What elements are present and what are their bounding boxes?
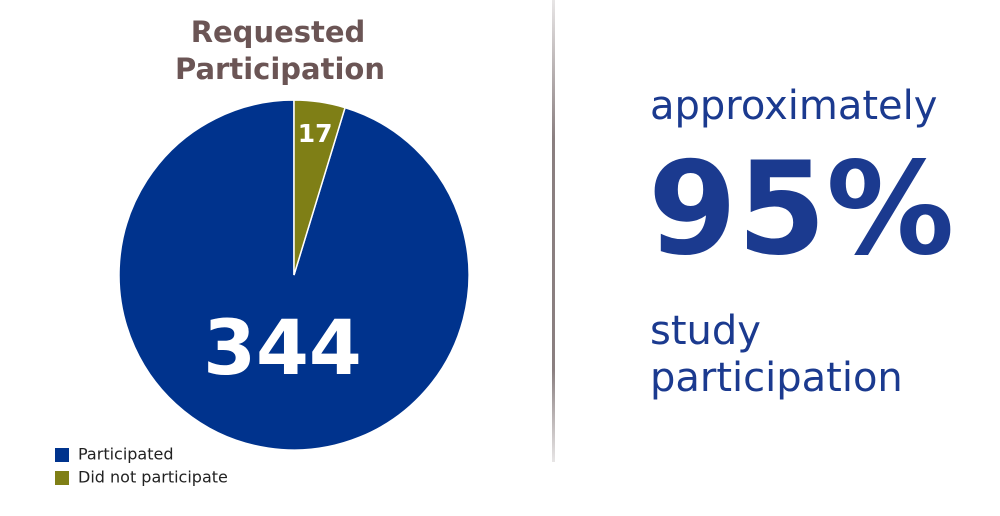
legend-label: Participated xyxy=(78,445,174,464)
chart-title: Participation xyxy=(175,52,385,86)
legend-swatch xyxy=(55,471,69,485)
callout-tail: study xyxy=(650,308,761,354)
legend-label: Did not participate xyxy=(78,468,228,487)
data-label: 344 xyxy=(203,303,362,392)
divider xyxy=(552,0,555,462)
data-label: 17 xyxy=(298,119,333,148)
callout-figure: 95% xyxy=(648,135,954,284)
chart-title: Requested xyxy=(191,15,366,49)
legend-swatch xyxy=(55,448,69,462)
callout-lead: approximately xyxy=(650,83,937,129)
callout-tail: participation xyxy=(650,355,903,401)
pie-slice xyxy=(293,99,346,276)
